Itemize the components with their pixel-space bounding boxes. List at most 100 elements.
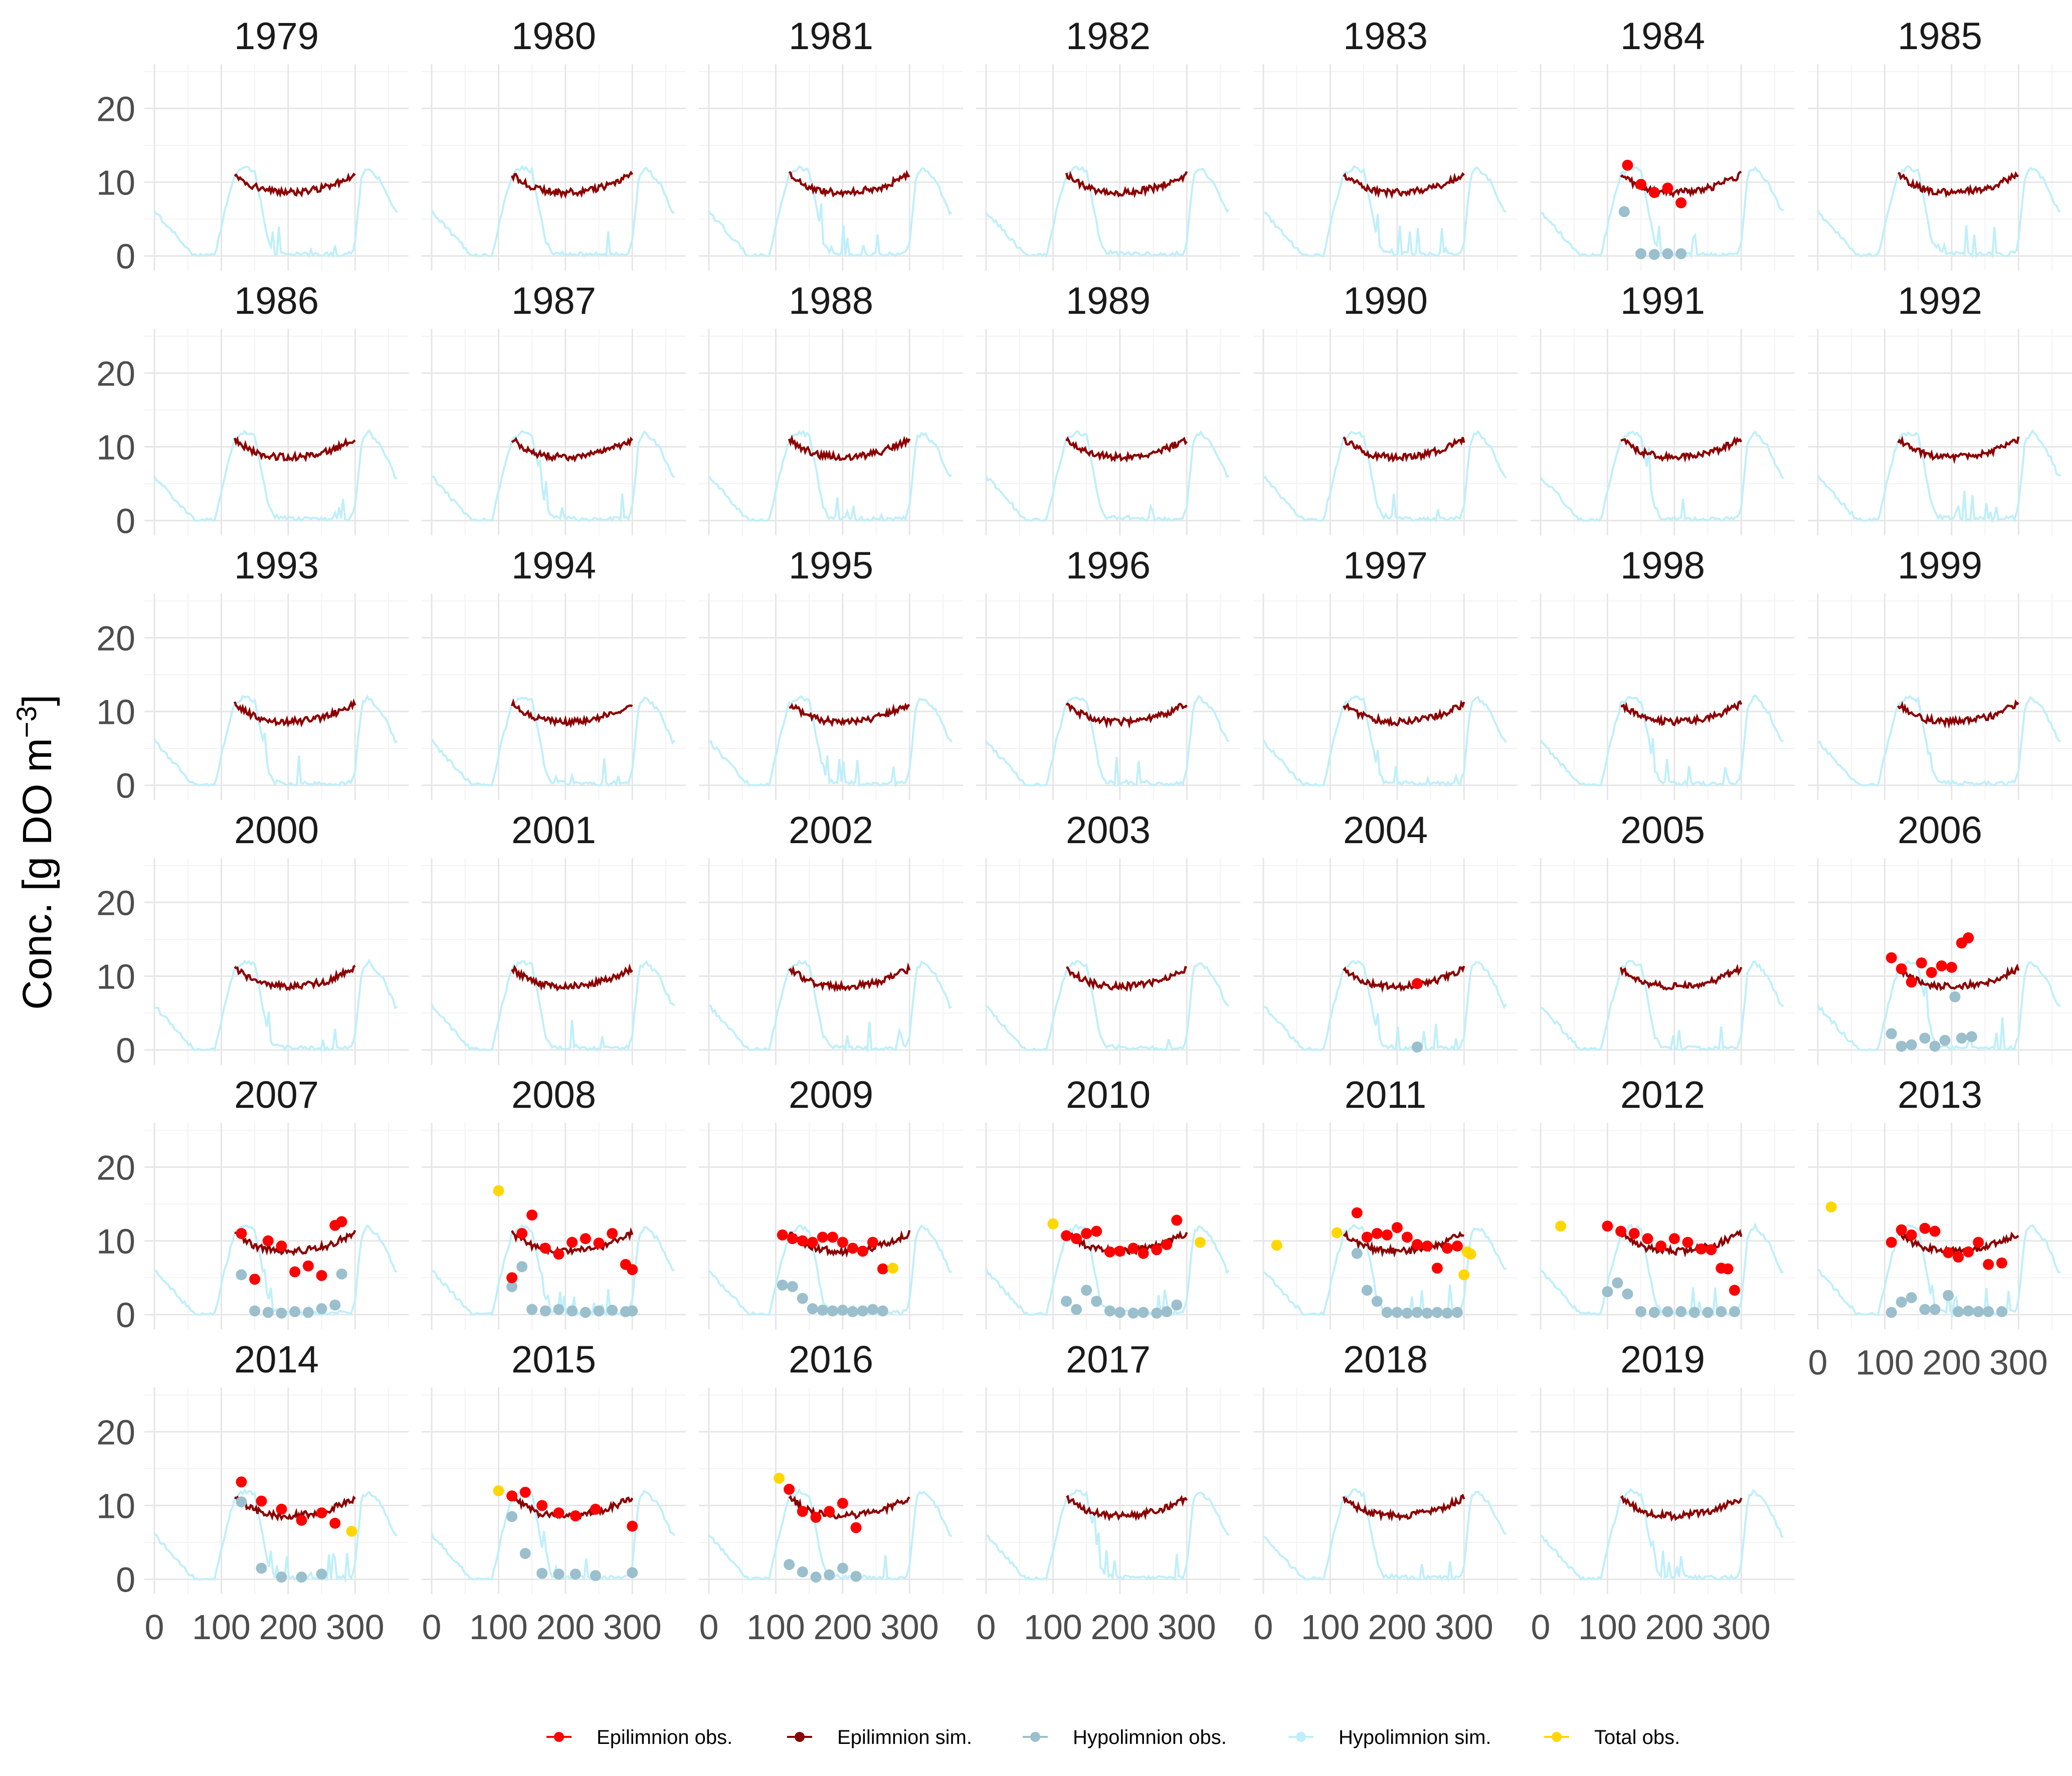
epilimnion-obs-point	[777, 1229, 788, 1241]
epilimnion-obs-point	[787, 1233, 798, 1245]
epilimnion-obs-point	[1391, 1222, 1403, 1233]
epilimnion-sim-line	[511, 963, 633, 992]
epilimnion-sim-line	[788, 169, 910, 199]
facet-title-2012: 2012	[1620, 1074, 1705, 1116]
hypolimnion-obs-point	[1138, 1307, 1149, 1318]
hypolimnion-sim-line	[1817, 695, 2061, 787]
epilimnion-obs-point	[516, 1228, 528, 1239]
x-tick-label: 100	[469, 1608, 528, 1647]
epilimnion-obs-point	[336, 1216, 347, 1228]
hypolimnion-obs-point	[1431, 1307, 1443, 1318]
epilimnion-obs-point	[1926, 967, 1937, 978]
epilimnion-obs-point	[1675, 197, 1687, 209]
total-obs-point	[1047, 1218, 1059, 1230]
hypolimnion-obs-point	[1702, 1307, 1714, 1318]
epilimnion-obs-point	[784, 1484, 795, 1495]
facet-title-2015: 2015	[511, 1338, 596, 1381]
legend-item: Epilimnion sim.	[787, 1726, 972, 1748]
total-obs-point	[1465, 1248, 1476, 1260]
total-obs-point	[887, 1262, 898, 1274]
facet-title-2002: 2002	[789, 809, 873, 852]
facet-title-1986: 1986	[234, 280, 319, 322]
hypolimnion-obs-point	[516, 1261, 528, 1272]
hypolimnion-obs-point	[553, 1568, 564, 1580]
hypolimnion-sim-line	[431, 1489, 675, 1582]
hypolimnion-obs-point	[807, 1303, 818, 1314]
y-tick-label: 20	[96, 1413, 135, 1452]
epilimnion-sim-line	[1343, 699, 1465, 727]
epilimnion-sim-line	[511, 1227, 634, 1256]
hypolimnion-obs-point	[539, 1305, 551, 1317]
facet-title-2003: 2003	[1066, 809, 1151, 852]
hypolimnion-obs-point	[1906, 1039, 1917, 1051]
epilimnion-sim-line	[1065, 436, 1188, 463]
x-tick-label: 200	[1090, 1608, 1149, 1647]
hypolimnion-obs-point	[1401, 1307, 1413, 1319]
x-tick-label: 300	[1989, 1343, 2048, 1382]
facet-title-1988: 1988	[789, 280, 873, 322]
facet-title-1995: 1995	[789, 544, 873, 587]
facet-panel-2004: 2004	[1253, 809, 1518, 1065]
facet-panel-2000: 2000 0 10 20	[96, 809, 409, 1070]
hypolimnion-sim-line	[1540, 1222, 1784, 1317]
total-obs-point	[493, 1485, 504, 1496]
epilimnion-obs-point	[506, 1490, 518, 1502]
facet-title-2016: 2016	[789, 1338, 873, 1381]
y-tick-label: 0	[116, 1560, 135, 1600]
epilimnion-obs-point	[1906, 976, 1917, 988]
hypolimnion-obs-point	[336, 1268, 347, 1280]
epilimnion-obs-point	[877, 1263, 888, 1275]
epilimnion-obs-point	[519, 1486, 531, 1498]
hypolimnion-sim-line	[1540, 164, 1784, 259]
y-axis-title-superscript: −3	[11, 706, 42, 738]
epilimnion-sim-line	[1897, 436, 2020, 464]
hypolimnion-obs-point	[867, 1304, 878, 1315]
legend-key-point	[554, 1732, 564, 1742]
epilimnion-sim-line	[233, 436, 356, 463]
total-obs-point	[1458, 1269, 1470, 1281]
hypolimnion-obs-point	[536, 1567, 548, 1579]
facet-title-2018: 2018	[1343, 1338, 1428, 1381]
x-tick-label: 0	[1254, 1608, 1273, 1647]
hypolimnion-obs-point	[1929, 1041, 1941, 1052]
x-tick-label: 0	[422, 1608, 442, 1647]
hypolimnion-obs-point	[877, 1305, 888, 1317]
hypolimnion-sim-line	[153, 165, 398, 259]
epilimnion-sim-line	[234, 1230, 356, 1257]
hypolimnion-obs-point	[1983, 1306, 1994, 1317]
hypolimnion-obs-point	[817, 1304, 828, 1316]
facet-title-2006: 2006	[1898, 809, 1982, 852]
epilimnion-sim-line	[1065, 702, 1188, 729]
y-axis-title: Conc. [g DO m−3]	[11, 695, 60, 1010]
epilimnion-obs-point	[1668, 1233, 1680, 1245]
hypolimnion-obs-point	[236, 1269, 247, 1281]
x-tick-label: 0	[1808, 1343, 1828, 1382]
x-tick-label: 200	[536, 1608, 595, 1647]
facet-panel-2013: 2013 0 100 200 300	[1808, 1074, 2072, 1382]
epilimnion-obs-point	[1441, 1243, 1453, 1254]
facet-panel-2018: 2018 0 100 200 300	[1253, 1338, 1518, 1647]
epilimnion-obs-point	[1648, 187, 1660, 199]
hypolimnion-sim-line	[1263, 959, 1507, 1052]
total-obs-point	[1194, 1237, 1206, 1248]
epilimnion-obs-point	[1114, 1246, 1125, 1257]
hypolimnion-obs-point	[262, 1307, 274, 1318]
epilimnion-obs-point	[1963, 932, 1974, 943]
hypolimnion-obs-point	[1906, 1292, 1917, 1303]
legend-label: Hypolimnion obs.	[1073, 1726, 1227, 1748]
epilimnion-obs-point	[607, 1228, 618, 1239]
x-tick-label: 200	[1368, 1608, 1426, 1647]
facet-title-1992: 1992	[1898, 280, 1982, 322]
epilimnion-obs-point	[1602, 1221, 1613, 1232]
epilimnion-obs-point	[1628, 1228, 1640, 1239]
epilimnion-sim-line	[1343, 172, 1465, 200]
hypolimnion-obs-point	[1411, 1307, 1423, 1318]
epilimnion-obs-point	[316, 1507, 327, 1519]
epilimnion-sim-line	[1065, 965, 1188, 993]
hypolimnion-obs-point	[316, 1568, 327, 1580]
x-tick-label: 200	[1645, 1608, 1704, 1647]
facet-panel-1982: 1982	[976, 15, 1240, 271]
epilimnion-sim-line	[1343, 965, 1465, 993]
